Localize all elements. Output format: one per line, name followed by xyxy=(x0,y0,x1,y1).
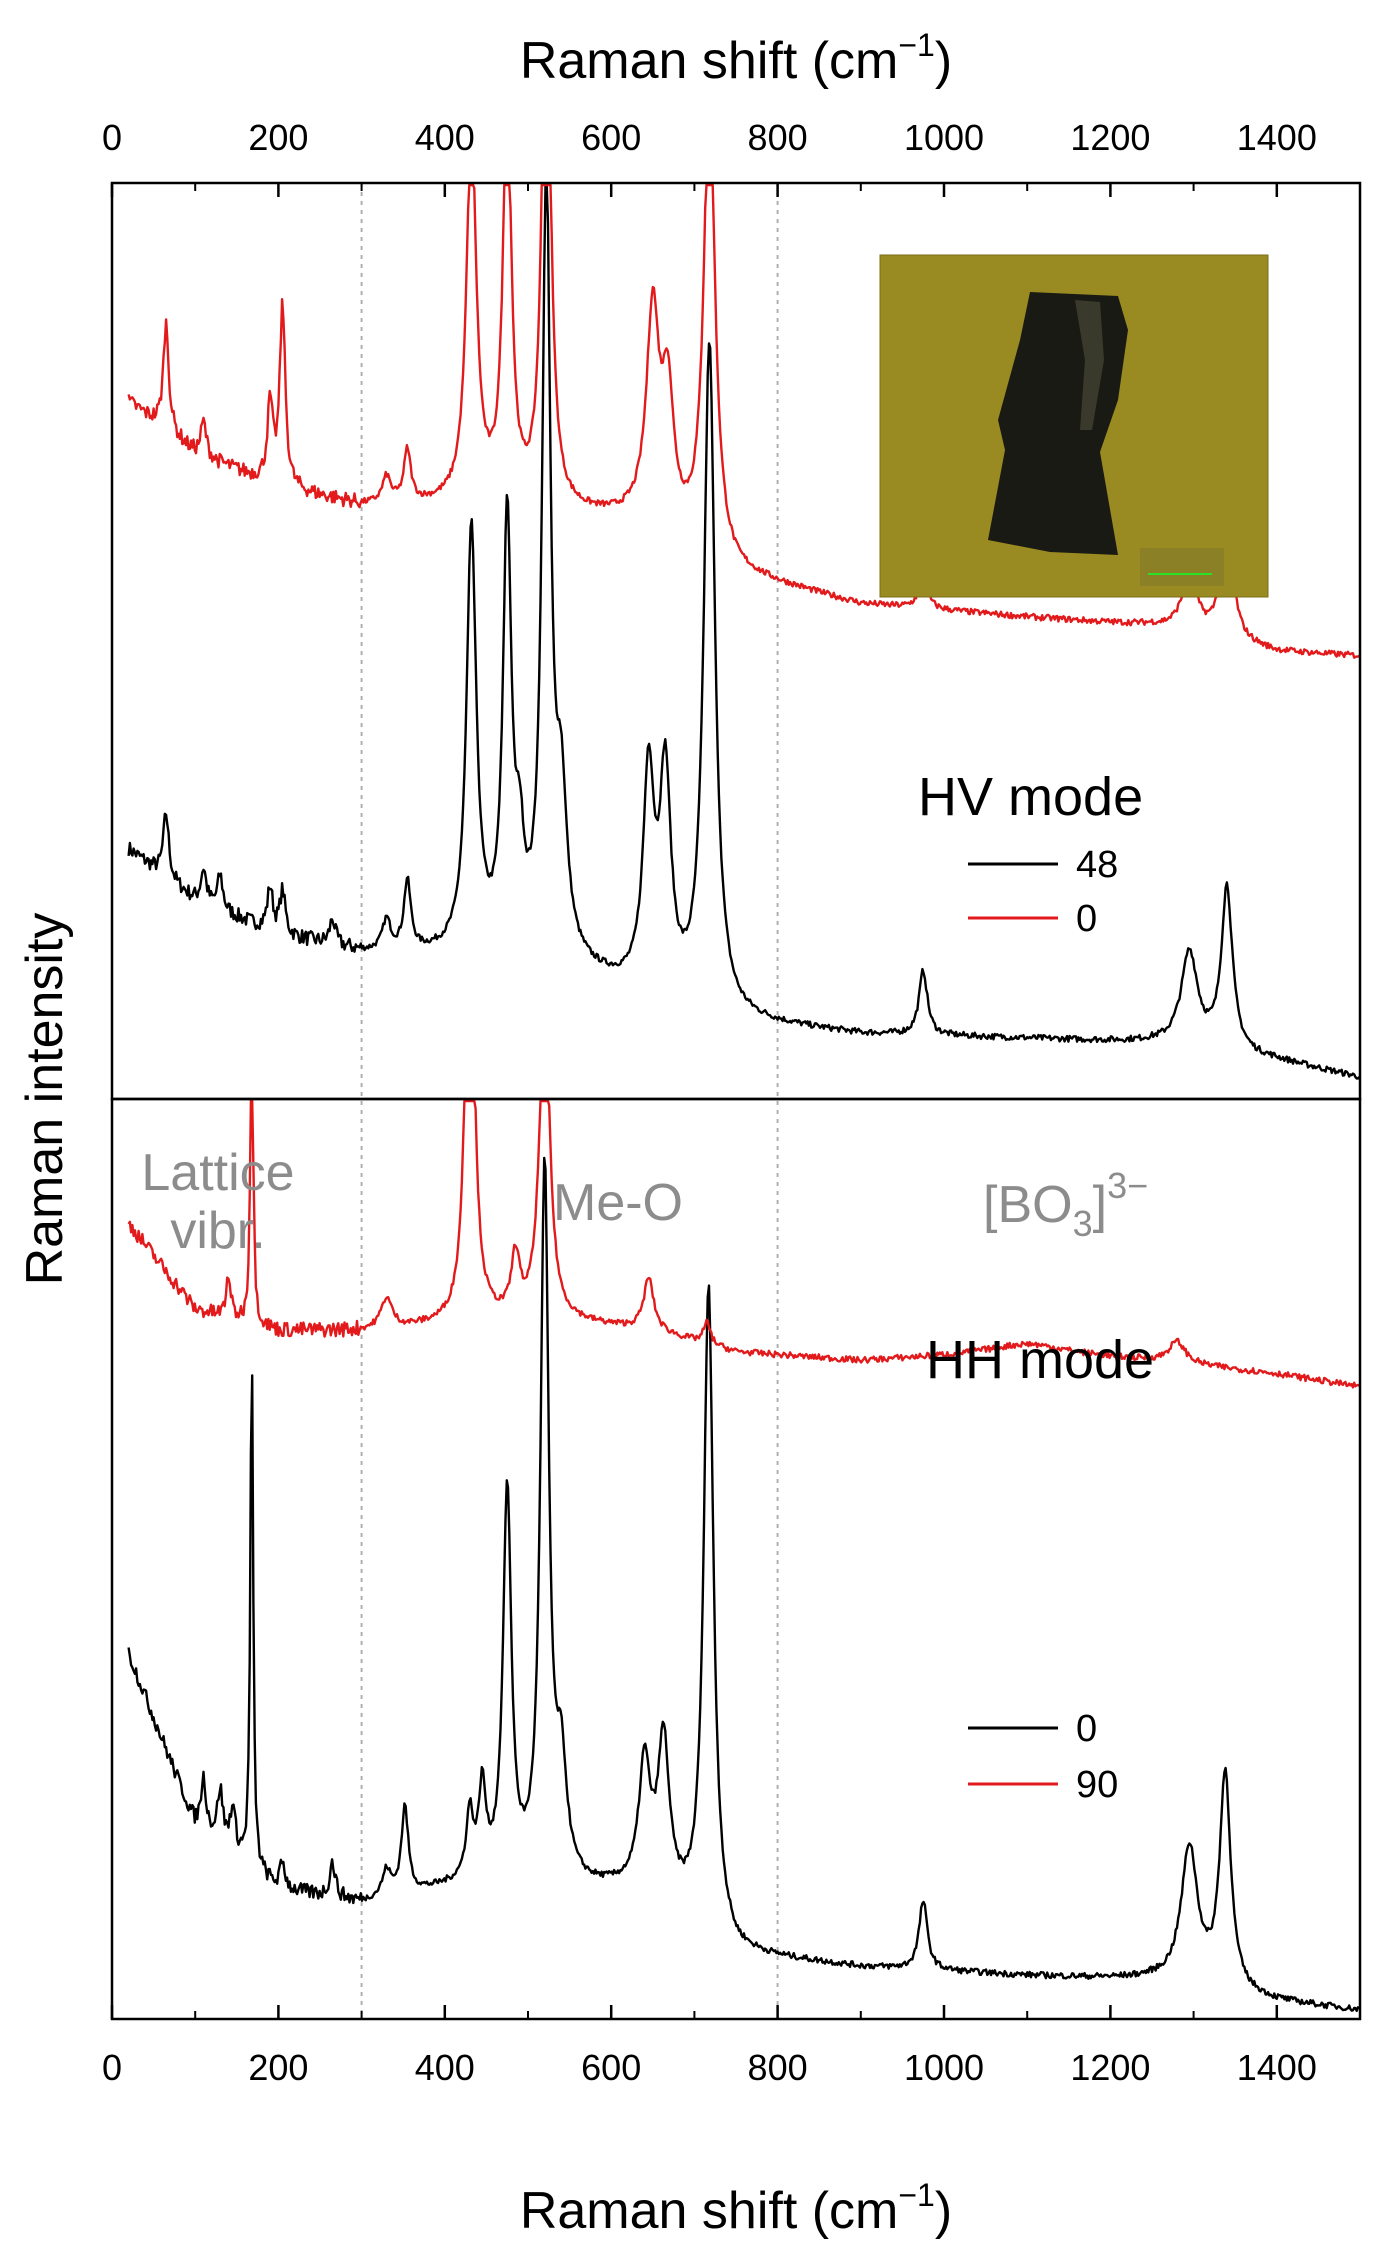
tick-label: 800 xyxy=(748,117,808,158)
panel-hv xyxy=(127,183,1361,1080)
region-label-bo3: [BO3]3− xyxy=(983,1165,1148,1244)
hh-legend-label-90: 90 xyxy=(1076,1764,1118,1806)
hh-legend-label-0: 0 xyxy=(1076,1708,1097,1750)
reference-lines xyxy=(360,183,779,2019)
tick-label: 400 xyxy=(415,2047,475,2088)
top-axis-title: Raman shift (cm−1) xyxy=(520,27,952,90)
inset-border xyxy=(879,254,1269,598)
inset-crystal-facet xyxy=(1075,300,1104,430)
y-axis-title: Raman intensity xyxy=(16,913,74,1286)
tick-label: 1200 xyxy=(1070,117,1150,158)
bottom-axis-title: Raman shift (cm−1) xyxy=(520,2177,952,2240)
panel-hh xyxy=(127,1099,1360,2013)
series-line-hh-0 xyxy=(127,1156,1360,2013)
bottom-axis-ticks: 0 200 400 600 800 1000 1200 1400 xyxy=(102,2005,1317,2088)
region-label-lattice-line2: vibr. xyxy=(170,1202,265,1260)
tick-label: 1200 xyxy=(1070,2047,1150,2088)
tick-label: 200 xyxy=(248,117,308,158)
hv-legend-label-0: 0 xyxy=(1076,898,1097,940)
tick-label: 200 xyxy=(248,2047,308,2088)
region-label-me-o: Me-O xyxy=(553,1174,683,1232)
region-label-lattice-line1: Lattice xyxy=(141,1144,294,1202)
tick-label: 800 xyxy=(748,2047,808,2088)
hv-legend-label-48: 48 xyxy=(1076,844,1118,886)
panel-hh-frame xyxy=(110,1097,1362,2021)
tick-label: 600 xyxy=(581,117,641,158)
hv-mode-label: HV mode xyxy=(918,767,1143,827)
series-line-hv-0 xyxy=(127,183,1360,659)
series-line-hv-48 xyxy=(127,183,1361,1080)
tick-label: 0 xyxy=(102,2047,122,2088)
inset-scalebar-box xyxy=(1140,548,1224,586)
top-axis-ticks: 0 200 400 600 800 1000 1200 1400 xyxy=(102,117,1317,197)
tick-label: 600 xyxy=(581,2047,641,2088)
series-line-hh-90 xyxy=(127,1099,1360,1389)
hh-mode-label: HH mode xyxy=(926,1330,1154,1390)
tick-label: 400 xyxy=(415,117,475,158)
tick-label: 1000 xyxy=(904,117,984,158)
tick-label: 1400 xyxy=(1237,2047,1317,2088)
tick-label: 1000 xyxy=(904,2047,984,2088)
tick-label: 0 xyxy=(102,117,122,158)
inset-micrograph xyxy=(879,254,1269,598)
tick-label: 1400 xyxy=(1237,117,1317,158)
